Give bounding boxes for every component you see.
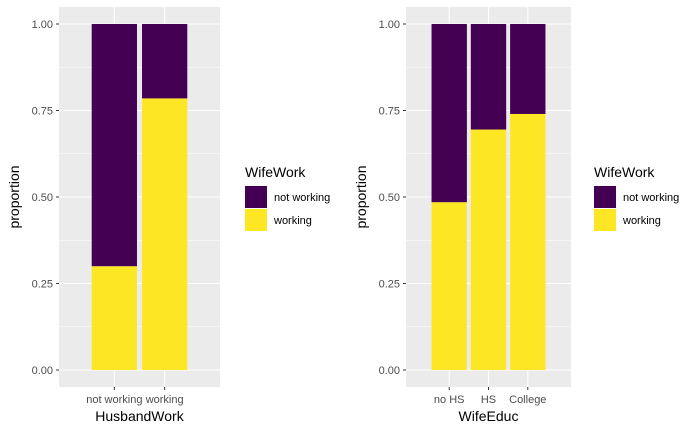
legend-key-working	[245, 209, 267, 231]
y-tick-label: 0.75	[379, 106, 400, 118]
y-tick-label: 0.75	[32, 106, 53, 118]
legend: WifeWork not working working	[245, 164, 330, 231]
legend-label-working: working	[622, 215, 661, 227]
chart-panel-wifeeduc: 0.00 0.25 0.50 0.75 1.00 no HS HS College Wife…	[353, 7, 679, 424]
legend-key-not-working	[594, 186, 616, 208]
y-axis: 0.00 0.25 0.50 0.75 1.00	[32, 19, 59, 377]
legend-label-working: working	[273, 215, 312, 227]
y-tick-label: 0.50	[32, 192, 53, 204]
x-tick-label: no HS	[434, 394, 465, 406]
x-axis-title: HusbandWork	[95, 408, 184, 424]
y-tick-label: 0.00	[32, 365, 53, 377]
legend-title: WifeWork	[594, 164, 655, 180]
x-tick-label: College	[509, 394, 546, 406]
y-tick-label: 0.25	[32, 279, 53, 291]
y-tick-label: 0.50	[379, 192, 400, 204]
legend-key-not-working	[245, 186, 267, 208]
x-axis: no HS HS College	[434, 387, 546, 406]
legend-label-not-working: not working	[623, 192, 679, 204]
bar-not-working-not-working	[91, 24, 137, 267]
bar-working-not-working	[142, 24, 188, 99]
legend: WifeWork not working working	[594, 164, 679, 231]
x-tick-label: HS	[481, 394, 496, 406]
x-axis: not working working	[86, 387, 184, 406]
legend-key-working	[594, 209, 616, 231]
bar-no-hs-not-working	[431, 24, 467, 203]
legend-label-not-working: not working	[274, 192, 330, 204]
y-axis: 0.00 0.25 0.50 0.75 1.00	[379, 19, 406, 377]
legend-title: WifeWork	[245, 164, 306, 180]
bar-hs-not-working	[470, 24, 507, 130]
bar-college-not-working	[510, 24, 546, 114]
x-tick-label: working	[145, 394, 184, 406]
bars	[91, 24, 188, 370]
bar-hs-working	[470, 129, 507, 370]
y-tick-label: 1.00	[32, 19, 53, 31]
bar-no-hs-working	[431, 202, 467, 370]
x-axis-title: WifeEduc	[459, 408, 519, 424]
y-axis-title: proportion	[353, 165, 369, 228]
y-tick-label: 0.25	[379, 279, 400, 291]
y-tick-label: 1.00	[379, 19, 400, 31]
x-tick-label: not working	[86, 394, 142, 406]
bar-college-working	[510, 113, 546, 371]
bars	[431, 24, 546, 371]
y-tick-label: 0.00	[379, 365, 400, 377]
y-axis-title: proportion	[6, 165, 22, 228]
bar-not-working-working	[91, 266, 137, 370]
chart-panel-husbandwork: 0.000.250.500.751.00 not working working …	[6, 7, 330, 424]
bar-working-working	[142, 98, 188, 370]
